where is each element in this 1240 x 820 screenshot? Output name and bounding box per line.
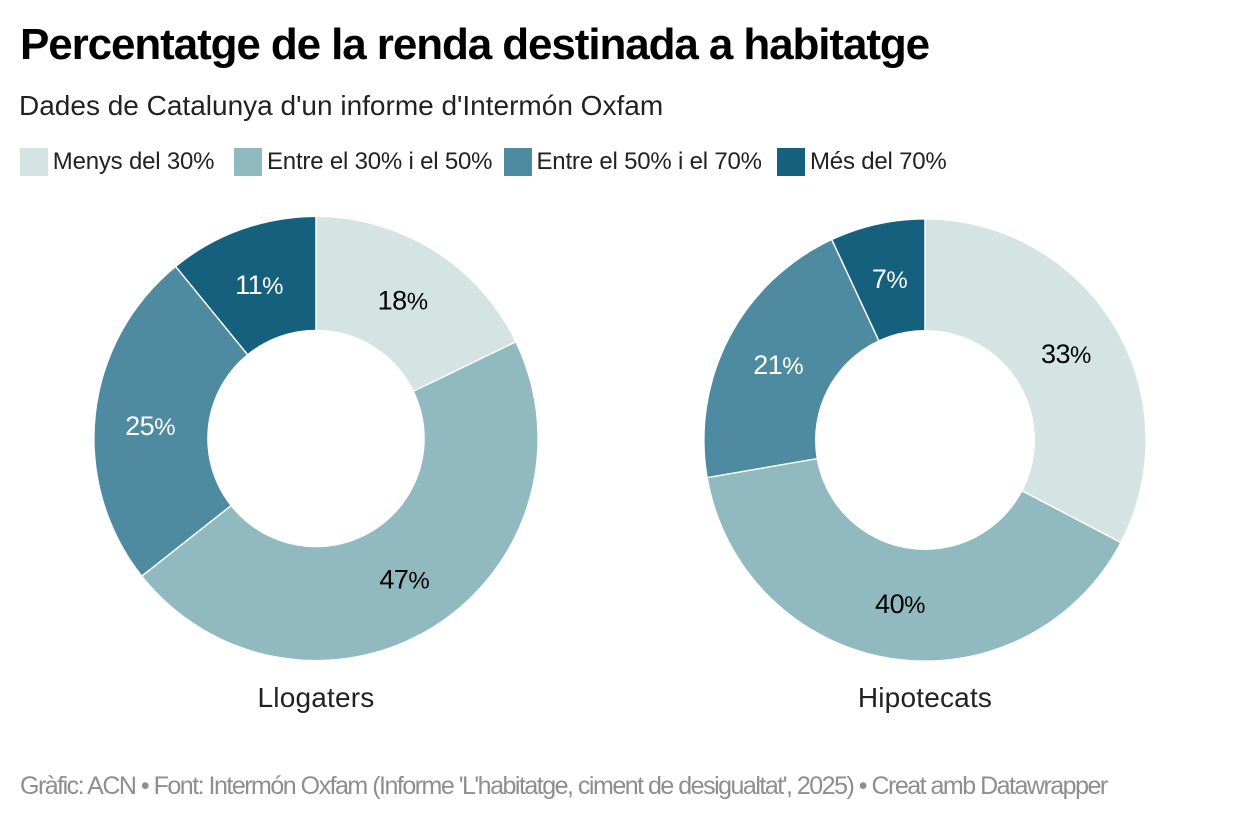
svg-text:7%: 7% bbox=[872, 264, 908, 294]
svg-text:47%: 47% bbox=[379, 565, 429, 595]
svg-text:40%: 40% bbox=[875, 589, 925, 619]
svg-text:21%: 21% bbox=[753, 350, 803, 380]
svg-text:11%: 11% bbox=[235, 270, 283, 300]
svg-text:18%: 18% bbox=[378, 286, 428, 316]
svg-text:25%: 25% bbox=[125, 411, 175, 441]
svg-text:33%: 33% bbox=[1041, 339, 1091, 369]
